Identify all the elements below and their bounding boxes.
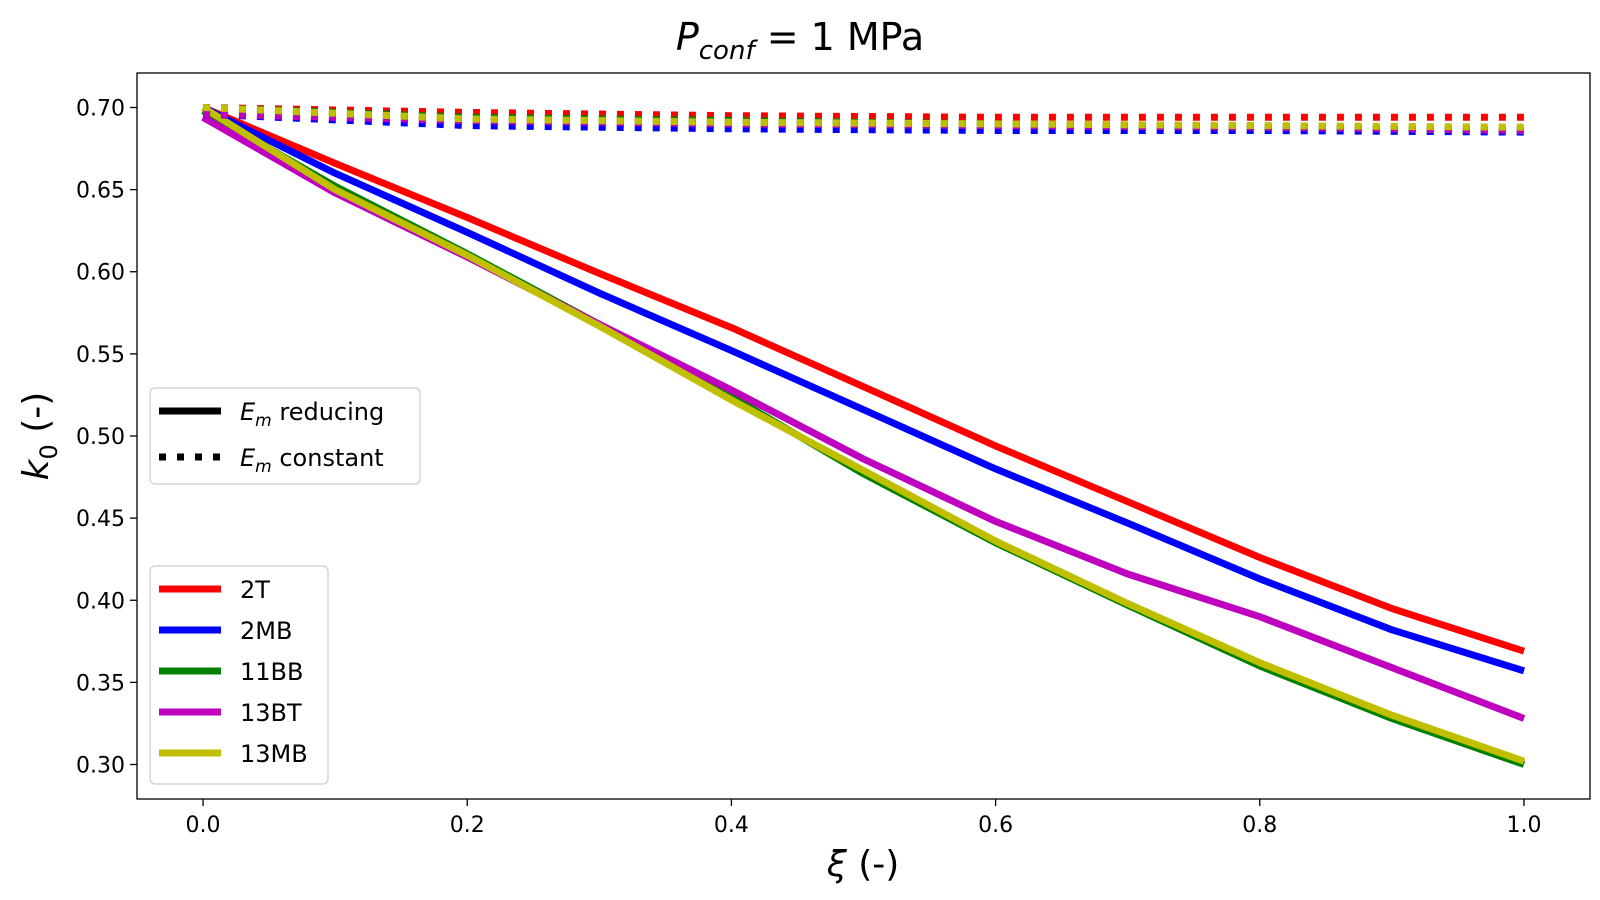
series-legend-box bbox=[149, 565, 329, 785]
series-legend: 2T 2MB 11BB 13BT 13MB bbox=[149, 565, 329, 785]
series-line-13mb-constant bbox=[202, 104, 1525, 131]
series-line-2t-reducing bbox=[201, 104, 1526, 655]
y-tick-label: 0.45 bbox=[76, 507, 125, 532]
chart-title-rest: = 1 MPa bbox=[755, 15, 925, 59]
y-tick-label: 0.55 bbox=[76, 343, 125, 368]
y-axis-label-unit: (-) bbox=[16, 392, 57, 445]
chart-title: Pconf = 1 MPa bbox=[676, 15, 924, 66]
x-tick-label: 1.0 bbox=[1506, 813, 1541, 838]
y-tick-label: 0.30 bbox=[76, 754, 125, 779]
y-axis-label-base: k bbox=[16, 457, 57, 480]
chart-title-sub: conf bbox=[699, 36, 759, 66]
legend-label-11bb: 11BB bbox=[240, 658, 303, 686]
y-tick-label: 0.50 bbox=[76, 425, 125, 450]
x-tick-label: 0.8 bbox=[1242, 813, 1277, 838]
legend-label-13mb: 13MB bbox=[240, 740, 308, 768]
x-tick-label: 0.4 bbox=[714, 813, 749, 838]
legend-label-2mb: 2MB bbox=[240, 617, 292, 645]
series-line-2mb-reducing bbox=[201, 104, 1526, 675]
y-tick-label: 0.70 bbox=[76, 96, 125, 121]
chart-title-base: P bbox=[676, 15, 699, 59]
style-legend-label-constant: Em constant bbox=[240, 444, 384, 477]
x-tick-label: 0.2 bbox=[450, 813, 485, 838]
x-axis-label-symbol: ξ bbox=[826, 844, 848, 885]
legend-label-13bt: 13BT bbox=[240, 699, 302, 727]
plot-frame bbox=[136, 72, 1591, 800]
y-axis-label: k0 (-) bbox=[16, 392, 63, 481]
series-layer bbox=[201, 104, 1526, 768]
y-axis-ticks: 0.30 0.35 0.40 0.45 0.50 0.55 0.60 0.65 0.70 bbox=[76, 96, 137, 779]
y-tick-label: 0.35 bbox=[76, 671, 125, 696]
x-axis-label: ξ (-) bbox=[826, 844, 900, 885]
y-tick-label: 0.60 bbox=[76, 261, 125, 286]
style-legend: Em reducing Em constant bbox=[149, 387, 421, 485]
x-axis-label-unit: (-) bbox=[847, 844, 900, 885]
x-tick-label: 0.0 bbox=[186, 813, 221, 838]
series-line-13mb-reducing bbox=[201, 104, 1526, 765]
y-tick-label: 0.65 bbox=[76, 179, 125, 204]
y-tick-label: 0.40 bbox=[76, 589, 125, 614]
x-axis-ticks: 0.0 0.2 0.4 0.6 0.8 1.0 bbox=[186, 799, 1541, 838]
series-line-2t-constant bbox=[202, 104, 1524, 121]
x-tick-label: 0.6 bbox=[978, 813, 1013, 838]
legend-label-2t: 2T bbox=[240, 576, 270, 604]
y-axis-label-sub: 0 bbox=[35, 444, 63, 459]
style-legend-label-reducing: Em reducing bbox=[240, 398, 384, 431]
